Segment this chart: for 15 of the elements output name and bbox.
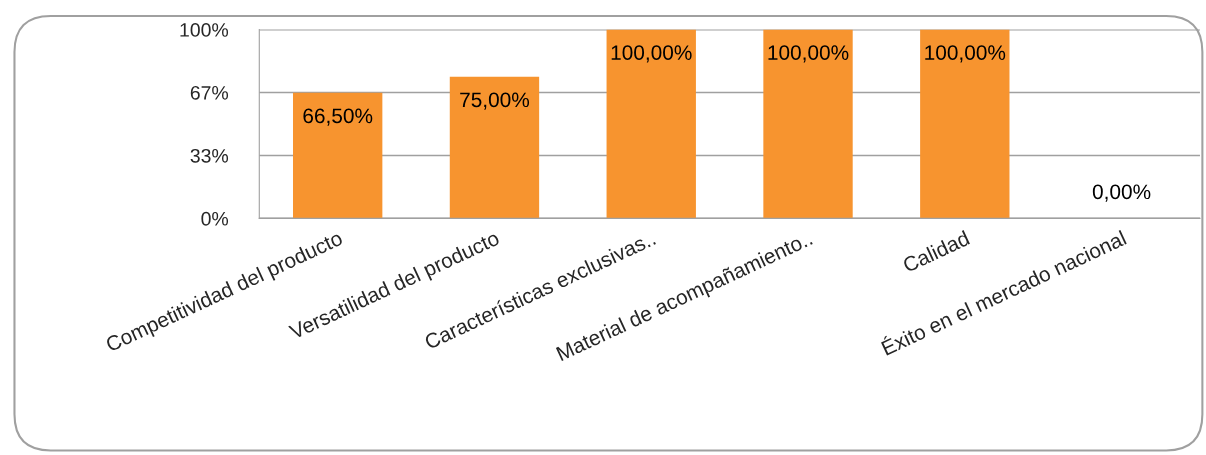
data-label: 75,00% bbox=[460, 92, 530, 110]
y-tick-label: 67% bbox=[190, 85, 229, 100]
bar bbox=[763, 29, 853, 219]
data-label: 100,00% bbox=[768, 45, 849, 63]
data-label: 100,00% bbox=[925, 45, 1006, 63]
y-tick-label: 100% bbox=[180, 23, 229, 37]
data-label: 100,00% bbox=[611, 45, 692, 63]
bar bbox=[920, 29, 1010, 219]
data-label: 66,50% bbox=[303, 108, 373, 126]
bar bbox=[449, 76, 540, 219]
data-label: 0,00% bbox=[1092, 184, 1151, 202]
y-tick-label: 0% bbox=[201, 211, 229, 226]
bar bbox=[606, 29, 696, 219]
y-tick-label: 33% bbox=[190, 148, 229, 163]
bar bbox=[293, 92, 383, 219]
